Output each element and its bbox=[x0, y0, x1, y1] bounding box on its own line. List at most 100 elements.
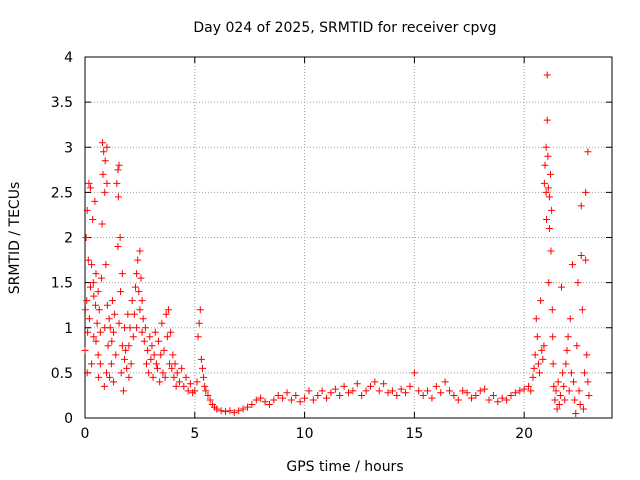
data-point bbox=[279, 394, 287, 402]
data-point bbox=[476, 387, 484, 395]
data-point bbox=[184, 387, 192, 395]
data-point bbox=[194, 333, 202, 341]
data-point bbox=[568, 261, 576, 269]
data-point bbox=[92, 301, 100, 309]
data-point bbox=[292, 391, 300, 399]
data-point bbox=[118, 342, 126, 350]
tick-labels: 0 5 10 15 20 0 0.5 1 1.5 2 2.5 3 3.5 4 bbox=[51, 50, 533, 442]
data-point bbox=[243, 403, 251, 411]
data-point bbox=[402, 389, 410, 397]
data-point bbox=[91, 197, 99, 205]
data-point bbox=[85, 179, 93, 187]
data-point bbox=[557, 283, 565, 291]
data-point bbox=[112, 351, 120, 359]
data-point bbox=[574, 279, 582, 287]
data-point bbox=[532, 315, 540, 323]
data-point bbox=[556, 391, 564, 399]
data-point bbox=[171, 360, 179, 368]
data-point bbox=[155, 337, 163, 345]
data-point bbox=[103, 301, 111, 309]
data-point bbox=[94, 288, 102, 296]
data-point bbox=[548, 206, 556, 214]
data-point bbox=[559, 369, 567, 377]
data-point bbox=[566, 315, 574, 323]
data-point bbox=[498, 394, 506, 402]
data-point bbox=[296, 398, 304, 406]
data-point bbox=[582, 256, 590, 264]
data-point bbox=[97, 274, 105, 282]
data-point bbox=[252, 396, 260, 404]
data-point bbox=[107, 360, 115, 368]
data-point bbox=[582, 188, 590, 196]
data-point bbox=[123, 364, 131, 372]
data-point bbox=[83, 297, 91, 305]
data-point bbox=[265, 400, 273, 408]
data-point bbox=[117, 288, 125, 296]
data-point bbox=[90, 292, 98, 300]
data-point bbox=[114, 193, 122, 201]
data-point bbox=[485, 396, 493, 404]
data-point bbox=[150, 351, 158, 359]
data-point bbox=[142, 360, 150, 368]
data-point bbox=[88, 360, 96, 368]
data-point bbox=[537, 297, 545, 305]
data-point bbox=[201, 382, 209, 390]
data-point bbox=[110, 378, 118, 386]
data-point bbox=[576, 400, 584, 408]
y-tick-label: 3.5 bbox=[51, 95, 73, 111]
data-point bbox=[530, 364, 538, 372]
data-point bbox=[148, 342, 156, 350]
data-point bbox=[175, 378, 183, 386]
data-point bbox=[541, 161, 549, 169]
data-point bbox=[122, 346, 130, 354]
data-point bbox=[547, 170, 555, 178]
data-point bbox=[572, 409, 580, 417]
data-point bbox=[106, 373, 114, 381]
data-point bbox=[323, 394, 331, 402]
data-point bbox=[549, 333, 557, 341]
data-point bbox=[168, 364, 176, 372]
data-point bbox=[81, 346, 89, 354]
data-point bbox=[83, 369, 91, 377]
data-point bbox=[117, 369, 125, 377]
data-point bbox=[164, 306, 172, 314]
data-point bbox=[463, 389, 471, 397]
data-point bbox=[547, 247, 555, 255]
data-point bbox=[85, 315, 93, 323]
data-point bbox=[82, 234, 90, 241]
data-point bbox=[95, 373, 103, 381]
data-point bbox=[136, 306, 144, 314]
x-axis-label: GPS time / hours bbox=[286, 459, 403, 475]
data-point bbox=[287, 396, 295, 404]
data-point bbox=[125, 373, 133, 381]
data-point bbox=[153, 364, 161, 372]
data-point bbox=[345, 389, 352, 397]
data-point bbox=[562, 360, 570, 368]
data-point bbox=[585, 391, 593, 399]
data-point bbox=[198, 364, 206, 372]
data-point bbox=[545, 193, 553, 201]
data-point bbox=[124, 310, 132, 318]
data-point bbox=[108, 297, 116, 305]
data-point bbox=[125, 342, 133, 350]
data-point bbox=[555, 400, 563, 408]
data-point bbox=[419, 391, 427, 399]
data-point bbox=[489, 391, 497, 399]
data-point bbox=[274, 391, 282, 399]
data-point bbox=[115, 161, 123, 169]
data-point bbox=[543, 71, 551, 79]
data-point bbox=[533, 333, 541, 341]
data-point bbox=[111, 310, 119, 318]
data-point bbox=[459, 387, 467, 395]
y-tick-label: 2.5 bbox=[51, 185, 73, 201]
data-point bbox=[565, 387, 573, 395]
data-point bbox=[551, 396, 559, 404]
data-point bbox=[415, 387, 423, 395]
data-point bbox=[126, 324, 134, 332]
data-point bbox=[511, 389, 519, 397]
data-point bbox=[362, 387, 370, 395]
data-point bbox=[206, 396, 214, 404]
data-point bbox=[397, 385, 405, 393]
data-point bbox=[193, 378, 201, 386]
data-point bbox=[235, 407, 243, 415]
